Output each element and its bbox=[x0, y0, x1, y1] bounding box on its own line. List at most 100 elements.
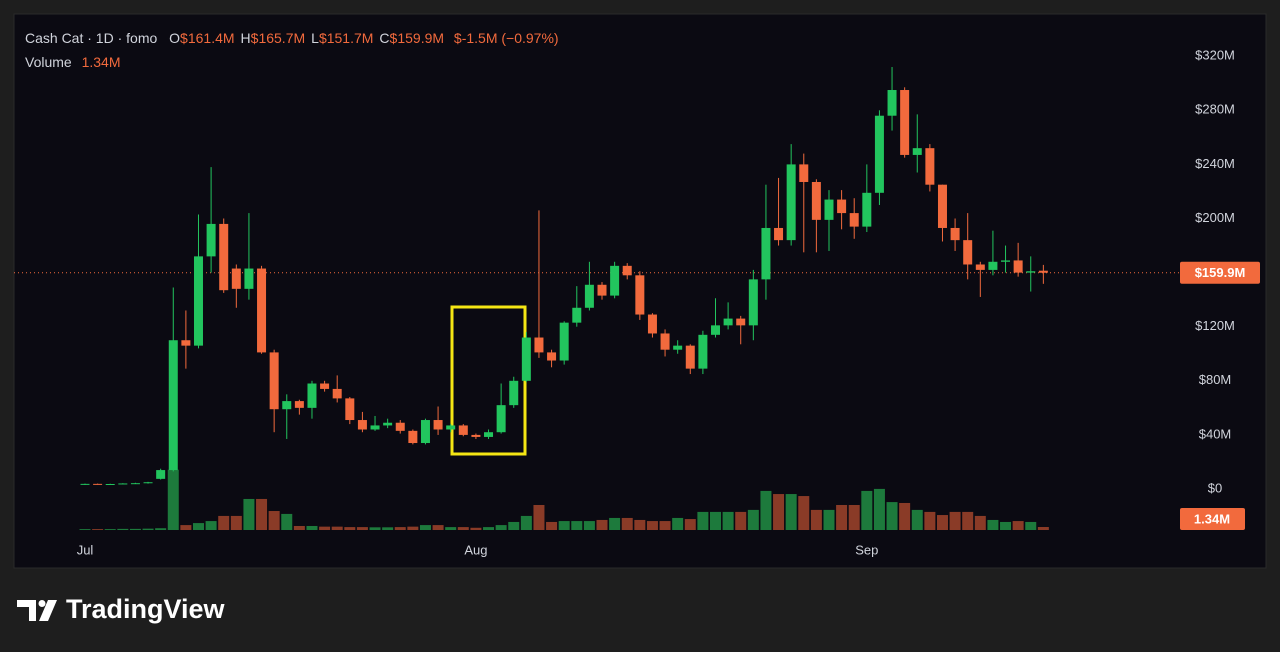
candle-body bbox=[811, 181, 821, 220]
candle-body bbox=[1001, 260, 1011, 262]
candle-body bbox=[383, 422, 393, 426]
candle-body bbox=[509, 380, 519, 406]
volume-bar bbox=[949, 511, 961, 530]
y-tick-label: $80M bbox=[1199, 372, 1232, 387]
volume-bar bbox=[760, 490, 772, 530]
volume-bar bbox=[798, 496, 810, 530]
legend-volume-value: 1.34M bbox=[81, 54, 121, 70]
x-tick-label: Aug bbox=[464, 542, 487, 557]
volume-bar bbox=[92, 529, 104, 530]
volume-bar bbox=[899, 502, 911, 530]
y-tick-label: $280M bbox=[1195, 102, 1235, 117]
candle-body bbox=[837, 199, 847, 214]
volume-bar bbox=[785, 494, 797, 530]
volume-bar bbox=[722, 511, 734, 530]
candle-body bbox=[244, 268, 254, 289]
volume-bar bbox=[445, 527, 457, 530]
candle-body bbox=[660, 333, 670, 350]
candle-body bbox=[584, 284, 594, 308]
candle-body bbox=[647, 314, 657, 334]
volume-bar bbox=[546, 521, 558, 530]
x-tick-label: Jul bbox=[77, 542, 94, 557]
volume-bar bbox=[520, 515, 532, 530]
legend-key: C bbox=[379, 30, 390, 46]
price-label: $159.9M bbox=[1195, 265, 1246, 280]
volume-bar bbox=[558, 521, 570, 530]
volume-bar bbox=[142, 528, 154, 530]
candle-body bbox=[332, 388, 342, 399]
candle-body bbox=[534, 337, 544, 353]
y-tick-label: $240M bbox=[1195, 156, 1235, 171]
candle-body bbox=[496, 405, 506, 433]
volume-bar bbox=[886, 502, 898, 530]
legend-change: $-1.5M (−0.97%) bbox=[453, 30, 559, 46]
legend-key: L bbox=[311, 30, 319, 46]
volume-bar bbox=[256, 498, 268, 530]
volume-bar bbox=[936, 515, 948, 530]
volume-bar bbox=[974, 515, 986, 530]
volume-bar bbox=[571, 521, 583, 530]
volume-bar bbox=[533, 504, 545, 530]
candle-body bbox=[433, 420, 443, 430]
candle-body bbox=[711, 325, 720, 335]
candle-body bbox=[105, 484, 115, 486]
volume-bar bbox=[117, 528, 129, 530]
x-tick-label: Sep bbox=[855, 542, 878, 557]
candle-body bbox=[736, 318, 746, 326]
candle-body bbox=[963, 240, 973, 265]
volume-bar bbox=[861, 490, 873, 530]
legend-title: Cash Cat · 1D · fomo bbox=[25, 30, 158, 46]
volume-bar bbox=[697, 511, 709, 530]
volume-label: 1.34M bbox=[1194, 511, 1230, 526]
candle-body bbox=[130, 483, 140, 485]
candle-body bbox=[824, 199, 834, 220]
candle-body bbox=[269, 352, 279, 410]
volume-bar bbox=[394, 527, 406, 530]
candle-body bbox=[307, 383, 317, 408]
candle-body bbox=[370, 425, 380, 430]
volume-label-box bbox=[1180, 508, 1245, 530]
candle-body bbox=[231, 268, 241, 289]
candle-body bbox=[774, 227, 784, 241]
volume-bar bbox=[319, 526, 331, 530]
volume-bar bbox=[218, 515, 230, 530]
candle-body bbox=[193, 256, 203, 346]
legend-row: Volume 1.34M bbox=[25, 50, 559, 74]
price-label-box bbox=[1180, 261, 1260, 284]
candle-body bbox=[206, 223, 216, 257]
candle-body bbox=[685, 345, 695, 369]
candle-body bbox=[937, 184, 947, 228]
candle-body bbox=[345, 398, 355, 421]
volume-bar bbox=[596, 519, 608, 530]
candle-body bbox=[849, 213, 859, 227]
legend-value: $151.7M bbox=[318, 30, 374, 46]
candle-body bbox=[610, 265, 620, 296]
candle-body bbox=[168, 340, 178, 471]
volume-bar bbox=[369, 527, 381, 530]
volume-bar bbox=[205, 521, 217, 530]
candle-body bbox=[420, 420, 430, 444]
candle-body bbox=[446, 425, 456, 430]
volume-bar bbox=[281, 513, 293, 530]
legend-fields: O$161.4M H$165.7M L$151.7M C$159.9M bbox=[161, 30, 444, 46]
volume-bar bbox=[672, 517, 684, 530]
candle-body bbox=[559, 322, 569, 361]
volume-bar bbox=[773, 494, 785, 530]
candle-body bbox=[257, 268, 267, 353]
volume-bar bbox=[987, 519, 999, 530]
candle-body bbox=[458, 425, 468, 435]
candle-body bbox=[357, 420, 367, 430]
candle-body bbox=[887, 90, 897, 116]
volume-bar bbox=[407, 526, 419, 530]
volume-bar bbox=[583, 521, 595, 530]
volume-bar bbox=[848, 504, 860, 530]
volume-bar bbox=[104, 529, 116, 530]
volume-bar bbox=[495, 525, 507, 530]
candle-body bbox=[219, 223, 229, 291]
candle-body bbox=[673, 345, 683, 350]
volume-bar bbox=[1012, 521, 1024, 530]
volume-bar bbox=[419, 525, 431, 530]
candle-body bbox=[975, 264, 985, 270]
